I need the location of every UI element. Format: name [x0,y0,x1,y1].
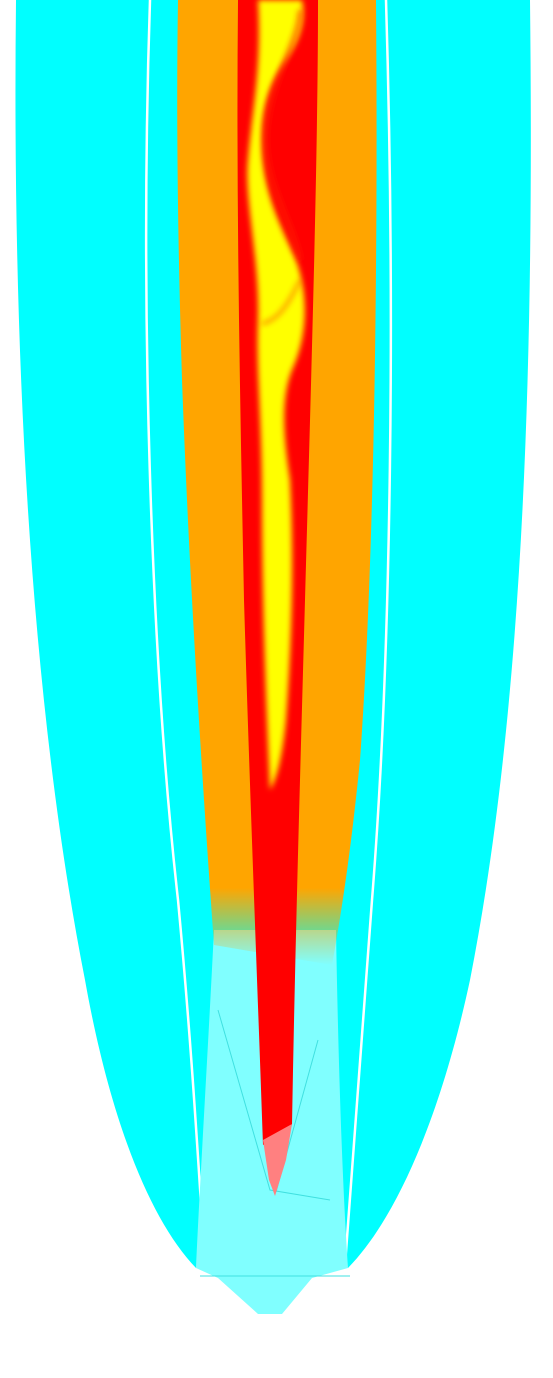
left-white-edge [144,0,207,1266]
yellow-core [247,0,305,790]
right-white-edge [343,0,393,1266]
red-wisp-upper [263,9,302,261]
red-wisp-lower [261,279,302,326]
nozzle-line-left [217,1009,331,1201]
pink-tip [263,1124,292,1196]
